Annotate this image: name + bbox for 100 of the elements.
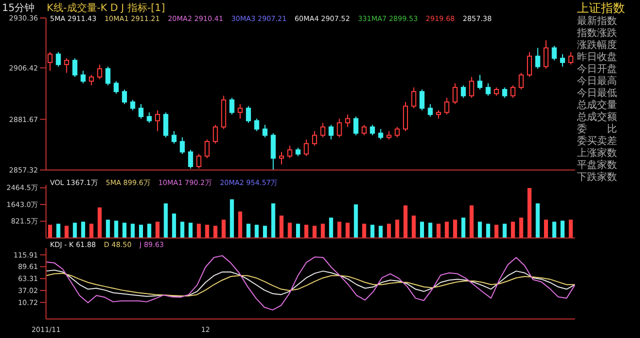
bar xyxy=(560,220,565,238)
candlestick xyxy=(155,110,160,132)
candlestick xyxy=(378,128,384,140)
bar xyxy=(48,224,52,238)
bar xyxy=(386,224,391,238)
bar xyxy=(114,220,118,238)
text: 指数涨跌 xyxy=(577,28,618,40)
candlestick xyxy=(526,52,532,78)
candlestick xyxy=(188,149,194,170)
candlestick xyxy=(172,130,177,144)
text: 今日最高 xyxy=(577,76,618,88)
candlestick xyxy=(229,97,234,115)
bar xyxy=(453,220,458,238)
bar xyxy=(329,218,334,238)
candlestick xyxy=(146,112,152,124)
text: 委买卖差 xyxy=(577,136,618,148)
candlestick xyxy=(304,138,309,157)
bar xyxy=(81,222,86,238)
candlestick xyxy=(568,52,574,66)
bar xyxy=(130,224,135,238)
candlestick xyxy=(552,45,557,61)
candlestick xyxy=(460,84,466,98)
candlestick xyxy=(122,89,127,105)
candlestick xyxy=(353,116,358,136)
candlestick xyxy=(544,40,549,70)
candlestick xyxy=(444,97,450,115)
candlestick xyxy=(254,118,260,132)
candlestick xyxy=(88,74,94,86)
candlestick xyxy=(370,124,375,136)
text: 涨跌幅度 xyxy=(577,40,618,52)
candlestick xyxy=(336,118,342,138)
candlestick xyxy=(287,145,292,159)
candlestick xyxy=(345,114,350,128)
bar xyxy=(238,212,242,238)
chart-title: 15分钟 xyxy=(2,3,35,14)
bar xyxy=(412,216,416,238)
candlestick xyxy=(130,99,136,111)
bar xyxy=(337,222,342,238)
candlestick xyxy=(312,130,318,146)
bar xyxy=(354,204,358,238)
candlestick xyxy=(510,84,516,98)
bar xyxy=(536,203,540,238)
candlestick xyxy=(180,136,185,155)
bar xyxy=(403,205,408,238)
bar xyxy=(106,220,110,238)
candlestick xyxy=(262,124,268,138)
line-series xyxy=(46,255,575,310)
candlestick xyxy=(402,101,408,132)
candlestick xyxy=(72,58,78,78)
candlestick xyxy=(428,104,433,118)
bar xyxy=(164,203,168,238)
candlestick xyxy=(411,86,416,109)
text: 最新指数 xyxy=(577,16,618,28)
candlestick xyxy=(502,86,508,98)
candlestick xyxy=(518,72,524,90)
bar xyxy=(544,220,548,238)
candlestick xyxy=(204,138,210,159)
bar xyxy=(420,222,424,238)
bar xyxy=(478,222,482,238)
bar xyxy=(172,214,176,238)
text: 今日开盘 xyxy=(577,64,618,76)
candlestick xyxy=(394,126,400,138)
bar xyxy=(510,222,515,238)
bar xyxy=(461,218,466,238)
candlestick xyxy=(328,124,334,140)
candlestick xyxy=(80,70,86,84)
bar xyxy=(56,224,60,238)
candlestick xyxy=(212,124,218,144)
bar xyxy=(568,220,573,238)
bar xyxy=(486,224,490,238)
bar xyxy=(156,222,160,238)
bar xyxy=(428,222,432,238)
bar xyxy=(502,224,507,238)
text: 委 比 xyxy=(577,124,618,136)
bar xyxy=(262,226,267,238)
bar xyxy=(378,226,383,238)
candlestick xyxy=(56,52,61,68)
bar xyxy=(138,224,143,238)
bar xyxy=(527,188,532,238)
bar xyxy=(147,224,152,238)
bar xyxy=(180,222,184,238)
bar xyxy=(246,224,250,238)
text: 上涨家数 xyxy=(577,148,618,160)
bar xyxy=(320,224,325,238)
candlestick xyxy=(270,132,276,170)
bar xyxy=(370,224,374,238)
candlestick xyxy=(97,64,102,80)
bar xyxy=(304,224,308,238)
bar xyxy=(362,224,366,238)
text: 总成交额 xyxy=(577,112,618,124)
chart-subtitle: K线-成交量-K D J 指标-[1] xyxy=(46,3,166,14)
candlestick xyxy=(420,89,425,111)
candlestick xyxy=(246,106,251,124)
candlestick xyxy=(452,82,458,105)
bar xyxy=(122,222,126,238)
bar xyxy=(288,222,292,238)
text: 昨日收盘 xyxy=(577,52,618,64)
bar xyxy=(470,205,474,238)
bar xyxy=(196,224,201,238)
bar xyxy=(395,220,400,238)
